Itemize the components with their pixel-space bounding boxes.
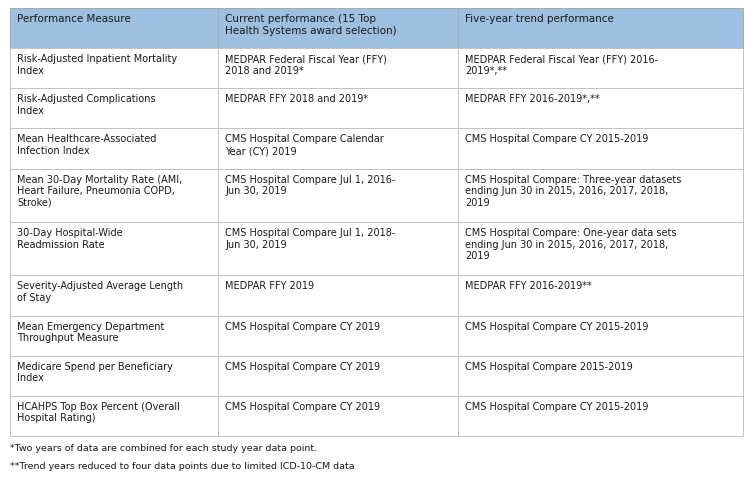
Bar xyxy=(10,396,218,436)
Text: Medicare Spend per Beneficiary
Index: Medicare Spend per Beneficiary Index xyxy=(17,362,173,383)
Text: MEDPAR FFY 2019: MEDPAR FFY 2019 xyxy=(225,281,314,292)
Bar xyxy=(10,356,218,396)
Text: CMS Hospital Compare CY 2019: CMS Hospital Compare CY 2019 xyxy=(225,402,380,412)
Text: Mean Healthcare-Associated
Infection Index: Mean Healthcare-Associated Infection Ind… xyxy=(17,135,157,156)
Bar xyxy=(458,169,743,222)
Bar xyxy=(218,276,458,315)
Text: CMS Hospital Compare Jul 1, 2018-
Jun 30, 2019: CMS Hospital Compare Jul 1, 2018- Jun 30… xyxy=(225,228,395,250)
Bar xyxy=(218,169,458,222)
Text: Performance Measure: Performance Measure xyxy=(17,14,131,24)
Text: CMS Hospital Compare 2015-2019: CMS Hospital Compare 2015-2019 xyxy=(465,362,633,372)
Bar xyxy=(10,88,218,128)
Bar xyxy=(10,315,218,356)
Text: CMS Hospital Compare CY 2015-2019: CMS Hospital Compare CY 2015-2019 xyxy=(465,402,648,412)
Bar xyxy=(218,169,458,222)
Bar xyxy=(10,356,218,396)
Bar xyxy=(218,222,458,276)
Bar xyxy=(218,356,458,396)
Text: CMS Hospital Compare CY 2019: CMS Hospital Compare CY 2019 xyxy=(225,322,380,331)
Bar xyxy=(458,88,743,128)
Text: MEDPAR FFY 2016-2019*,**: MEDPAR FFY 2016-2019*,** xyxy=(465,94,599,104)
Bar xyxy=(10,128,218,169)
Bar xyxy=(218,315,458,356)
Bar xyxy=(218,128,458,169)
Bar xyxy=(218,8,458,48)
Bar xyxy=(458,48,743,88)
Bar xyxy=(218,222,458,276)
Bar xyxy=(10,8,218,48)
Bar xyxy=(458,222,743,276)
Text: 30-Day Hospital-Wide
Readmission Rate: 30-Day Hospital-Wide Readmission Rate xyxy=(17,228,123,250)
Bar xyxy=(218,396,458,436)
Text: Risk-Adjusted Inpatient Mortality
Index: Risk-Adjusted Inpatient Mortality Index xyxy=(17,54,177,76)
Bar xyxy=(10,396,218,436)
Text: CMS Hospital Compare Jul 1, 2016-
Jun 30, 2019: CMS Hospital Compare Jul 1, 2016- Jun 30… xyxy=(225,174,395,196)
Text: Five-year trend performance: Five-year trend performance xyxy=(465,14,614,24)
Bar xyxy=(218,88,458,128)
Text: MEDPAR FFY 2018 and 2019*: MEDPAR FFY 2018 and 2019* xyxy=(225,94,368,104)
Bar xyxy=(458,88,743,128)
Text: CMS Hospital Compare CY 2015-2019: CMS Hospital Compare CY 2015-2019 xyxy=(465,135,648,144)
Text: CMS Hospital Compare CY 2019: CMS Hospital Compare CY 2019 xyxy=(225,362,380,372)
Text: MEDPAR Federal Fiscal Year (FFY) 2016-
2019*,**: MEDPAR Federal Fiscal Year (FFY) 2016- 2… xyxy=(465,54,658,76)
Bar xyxy=(458,8,743,48)
Bar xyxy=(458,356,743,396)
Text: MEDPAR FFY 2016-2019**: MEDPAR FFY 2016-2019** xyxy=(465,281,592,292)
Bar xyxy=(10,48,218,88)
Bar xyxy=(10,169,218,222)
Bar xyxy=(10,222,218,276)
Bar xyxy=(10,48,218,88)
Bar xyxy=(218,8,458,48)
Text: Severity-Adjusted Average Length
of Stay: Severity-Adjusted Average Length of Stay xyxy=(17,281,183,303)
Text: Mean 30-Day Mortality Rate (AMI,
Heart Failure, Pneumonia COPD,
Stroke): Mean 30-Day Mortality Rate (AMI, Heart F… xyxy=(17,174,182,208)
Bar xyxy=(218,276,458,315)
Bar xyxy=(458,315,743,356)
Bar xyxy=(458,356,743,396)
Bar xyxy=(458,222,743,276)
Text: MEDPAR Federal Fiscal Year (FFY)
2018 and 2019*: MEDPAR Federal Fiscal Year (FFY) 2018 an… xyxy=(225,54,387,76)
Bar xyxy=(218,128,458,169)
Bar xyxy=(10,128,218,169)
Bar xyxy=(458,128,743,169)
Bar xyxy=(458,8,743,48)
Text: CMS Hospital Compare: One-year data sets
ending Jun 30 in 2015, 2016, 2017, 2018: CMS Hospital Compare: One-year data sets… xyxy=(465,228,676,261)
Text: Risk-Adjusted Complications
Index: Risk-Adjusted Complications Index xyxy=(17,94,156,116)
Bar xyxy=(10,222,218,276)
Text: Mean Emergency Department
Throughput Measure: Mean Emergency Department Throughput Mea… xyxy=(17,322,164,343)
Text: Current performance (15 Top
Health Systems award selection): Current performance (15 Top Health Syste… xyxy=(225,14,397,35)
Text: **Trend years reduced to four data points due to limited ICD-10-CM data: **Trend years reduced to four data point… xyxy=(10,462,355,471)
Bar xyxy=(458,276,743,315)
Bar xyxy=(10,315,218,356)
Bar xyxy=(10,88,218,128)
Bar xyxy=(458,128,743,169)
Bar xyxy=(218,48,458,88)
Bar xyxy=(10,276,218,315)
Text: HCAHPS Top Box Percent (Overall
Hospital Rating): HCAHPS Top Box Percent (Overall Hospital… xyxy=(17,402,180,423)
Bar xyxy=(458,48,743,88)
Bar xyxy=(218,315,458,356)
Bar xyxy=(10,8,218,48)
Text: CMS Hospital Compare: Three-year datasets
ending Jun 30 in 2015, 2016, 2017, 201: CMS Hospital Compare: Three-year dataset… xyxy=(465,174,681,208)
Bar xyxy=(218,88,458,128)
Bar xyxy=(218,396,458,436)
Bar xyxy=(458,396,743,436)
Bar xyxy=(218,48,458,88)
Bar xyxy=(10,276,218,315)
Bar xyxy=(218,356,458,396)
Text: *Two years of data are combined for each study year data point.: *Two years of data are combined for each… xyxy=(10,444,317,453)
Bar xyxy=(458,276,743,315)
Text: CMS Hospital Compare Calendar
Year (CY) 2019: CMS Hospital Compare Calendar Year (CY) … xyxy=(225,135,384,156)
Bar xyxy=(10,169,218,222)
Bar xyxy=(458,396,743,436)
Text: CMS Hospital Compare CY 2015-2019: CMS Hospital Compare CY 2015-2019 xyxy=(465,322,648,331)
Bar xyxy=(458,169,743,222)
Bar xyxy=(458,315,743,356)
